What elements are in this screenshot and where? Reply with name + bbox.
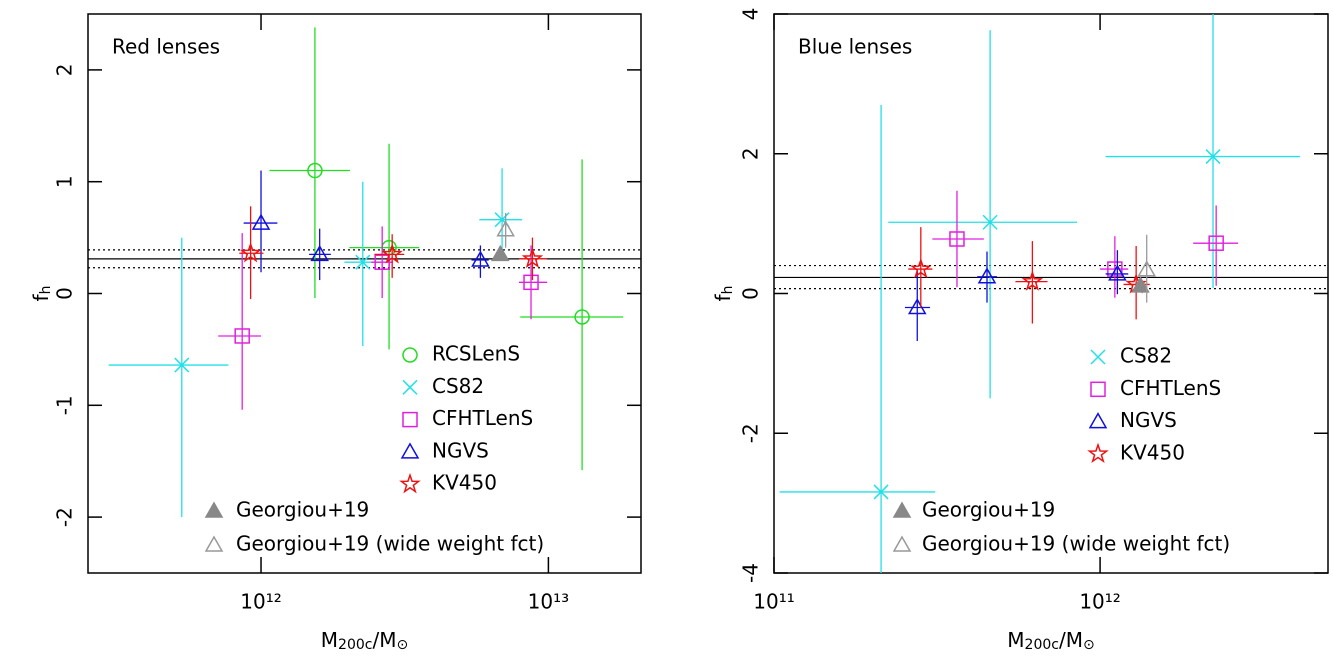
axis-label-part: ⊙ — [396, 637, 408, 653]
x-tick-label: 10¹¹ — [753, 590, 794, 614]
marker-square — [1208, 235, 1224, 251]
legend-marker — [1087, 442, 1109, 464]
x-tick-label: 10¹² — [1079, 590, 1120, 614]
marker-star — [381, 243, 403, 264]
legend-label: CFHTLenS — [432, 406, 533, 430]
marker-triangle — [471, 250, 490, 267]
legend-marker — [399, 472, 421, 494]
legend-label: CS82 — [1120, 344, 1172, 368]
legend-marker — [402, 347, 418, 363]
plot-area — [774, 14, 1328, 573]
marker-cross — [982, 214, 998, 230]
marker-triangle — [310, 244, 329, 262]
marker-circle — [574, 309, 590, 325]
y-tick-label: -4 — [739, 563, 763, 583]
marker-square — [523, 274, 539, 291]
x-tick-label: 10¹² — [240, 590, 281, 614]
legend-label: KV450 — [1120, 440, 1185, 464]
panel-annotation: Blue lenses — [798, 35, 912, 59]
legend-label: NGVS — [1120, 408, 1177, 432]
marker-cross — [174, 357, 190, 373]
legend-marker — [1088, 412, 1108, 429]
legend-marker — [402, 379, 418, 395]
axis-label: M200c/M⊙ — [321, 628, 408, 654]
y-tick-label: -1 — [53, 395, 77, 415]
axis-label-part: M — [321, 628, 338, 652]
marker-star — [1021, 270, 1044, 291]
marker-circle — [307, 162, 323, 179]
axis-label-part: ⊙ — [1083, 637, 1095, 653]
plot-area — [88, 27, 641, 518]
legend-marker — [400, 442, 420, 459]
y-tick-label: 0 — [739, 287, 763, 300]
axis-label-part: f — [711, 293, 735, 301]
marker-square — [234, 328, 250, 344]
plot-frame — [773, 13, 1329, 574]
marker-triangle — [1131, 276, 1150, 293]
y-tick-label: -2 — [739, 423, 763, 443]
axis-label-part: /M — [1059, 628, 1083, 652]
axis-label-part: 200c — [1025, 637, 1059, 653]
y-tick-label: 2 — [53, 64, 77, 77]
marker-square — [949, 231, 965, 247]
y-tick-label: 2 — [739, 147, 763, 160]
legend-label: Georgiou+19 — [922, 498, 1055, 522]
y-tick-label: 1 — [53, 175, 77, 188]
legend-marker — [892, 535, 912, 552]
marker-star — [239, 242, 262, 263]
axis-label-part: M — [1007, 628, 1024, 652]
marker-star — [521, 247, 544, 268]
y-tick-label: -2 — [53, 507, 77, 527]
y-tick-label: 4 — [739, 8, 763, 21]
legend-label: CS82 — [432, 374, 484, 398]
marker-cross — [1205, 149, 1221, 165]
marker-triangle — [251, 213, 271, 230]
legend-marker — [1090, 381, 1106, 398]
x-tick-label: 10¹³ — [528, 590, 569, 614]
marker-star — [910, 257, 932, 279]
legend-label: NGVS — [432, 438, 489, 462]
axis-label-part: f — [29, 293, 53, 301]
legend-marker — [892, 501, 912, 518]
marker-cross — [873, 484, 889, 500]
axis-label-part: 200c — [338, 637, 372, 653]
marker-triangle — [977, 267, 997, 284]
panel-annotation: Red lenses — [112, 35, 220, 59]
axis-label: M200c/M⊙ — [1007, 628, 1094, 654]
legend-label: Georgiou+19 (wide weight fct) — [236, 532, 544, 556]
axis-label: fh — [711, 286, 737, 302]
legend-marker — [204, 535, 224, 552]
axis-label-part: h — [38, 286, 54, 295]
plot-frame — [87, 13, 642, 574]
legend-marker — [402, 411, 418, 428]
marker-cross — [355, 254, 371, 270]
marker-triangle — [490, 244, 510, 262]
legend-label: Georgiou+19 — [236, 498, 369, 522]
marker-triangle — [1108, 264, 1127, 281]
legend-label: CFHTLenS — [1120, 376, 1221, 400]
legend-marker — [204, 501, 224, 518]
marker-square — [374, 254, 390, 270]
legend-marker — [1090, 349, 1106, 365]
marker-triangle — [1137, 260, 1157, 277]
legend-label: Georgiou+19 (wide weight fct) — [922, 532, 1230, 556]
axis-label: fh — [29, 286, 55, 302]
y-tick-label: 0 — [53, 287, 77, 300]
axis-label-part: /M — [372, 628, 396, 652]
legend-label: RCSLenS — [432, 342, 520, 366]
marker-triangle — [496, 220, 515, 237]
axis-label-part: h — [720, 286, 736, 295]
marker-square — [1107, 261, 1123, 277]
legend-label: KV450 — [432, 471, 497, 495]
